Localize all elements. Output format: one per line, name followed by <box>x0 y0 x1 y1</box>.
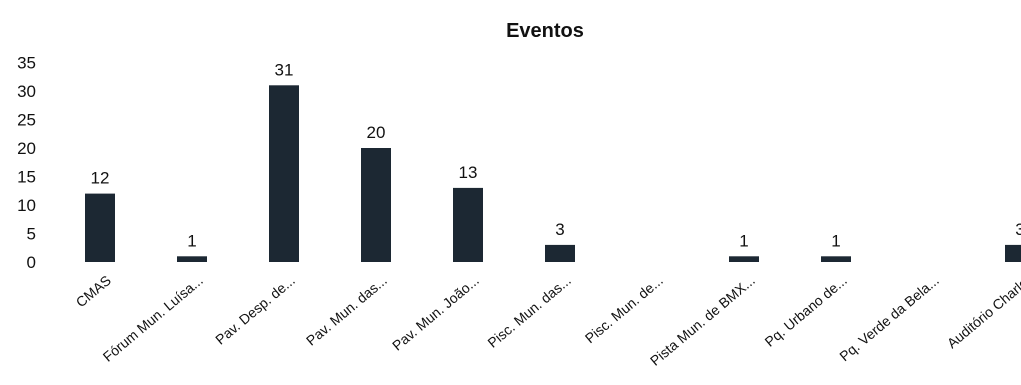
data-label: 1 <box>831 231 840 250</box>
data-label: 1 <box>739 231 748 250</box>
x-category-label: CMAS <box>73 272 114 310</box>
x-category-label: Pav. Mun. das... <box>303 272 390 349</box>
y-tick-label: 30 <box>17 82 36 101</box>
bar <box>729 256 759 262</box>
bar <box>361 148 391 262</box>
x-category-label: Pisc. Mun. das... <box>484 272 574 351</box>
y-tick-label: 5 <box>27 225 36 244</box>
y-tick-label: 20 <box>17 139 36 158</box>
bar <box>269 85 299 262</box>
data-label: 12 <box>91 169 110 188</box>
x-category-label: Pq. Verde da Bela... <box>836 272 942 364</box>
chart-title: Eventos <box>506 20 584 42</box>
bar <box>177 256 207 262</box>
x-category-label: Pista Mun. de BMX... <box>647 272 758 369</box>
y-axis: 0 5 10 15 20 25 30 35 <box>17 54 36 273</box>
bar <box>453 187 483 262</box>
x-category-label: Fórum Mun. Luísa... <box>100 272 206 365</box>
data-label: 3 <box>1015 220 1021 239</box>
bar <box>85 193 115 262</box>
bars <box>85 85 1021 262</box>
bar <box>545 244 575 262</box>
data-label: 31 <box>275 60 294 79</box>
x-category-label: Pisc. Mun. de... <box>582 272 666 346</box>
y-tick-label: 0 <box>27 253 36 272</box>
bar <box>1005 244 1021 262</box>
y-tick-label: 10 <box>17 196 36 215</box>
y-tick-label: 35 <box>17 54 36 73</box>
x-category-label: Pav. Desp. de... <box>212 272 298 348</box>
data-label: 1 <box>187 231 196 250</box>
y-tick-label: 25 <box>17 111 36 130</box>
x-category-label: Auditório Charlot <box>944 272 1021 351</box>
x-category-label: Pq. Urbano de... <box>762 272 850 350</box>
x-category-label: Pav. Mun. João... <box>389 272 482 354</box>
bar <box>821 256 851 262</box>
data-label: 3 <box>555 220 564 239</box>
data-label: 20 <box>367 123 386 142</box>
data-label: 13 <box>459 163 478 182</box>
y-tick-label: 15 <box>17 168 36 187</box>
